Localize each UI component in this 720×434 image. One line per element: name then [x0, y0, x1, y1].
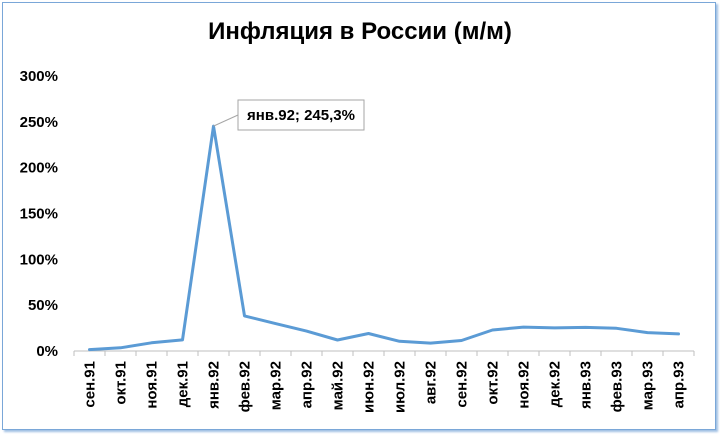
x-tick-label: мар.92: [268, 361, 285, 410]
y-tick-label: 100%: [20, 251, 58, 268]
y-tick-label: 300%: [20, 68, 58, 85]
x-tick-label: янв.93: [578, 361, 595, 409]
x-tick-label: апр.93: [671, 361, 688, 408]
x-tick-label: фев.93: [609, 361, 626, 412]
x-tick-label: окт.91: [113, 361, 130, 405]
chart-title: Инфляция в России (м/м): [208, 18, 512, 45]
x-tick-label: июн.92: [361, 361, 378, 413]
annotation-label: янв.92; 245,3%: [247, 107, 355, 124]
y-tick-label: 0%: [36, 343, 58, 360]
x-tick-label: мар.93: [640, 361, 657, 410]
x-tick-label: окт.92: [485, 361, 502, 405]
y-tick-label: 250%: [20, 114, 58, 131]
x-tick-label: янв.92: [206, 361, 223, 409]
x-tick-label: сен.92: [454, 361, 471, 408]
x-tick-label: апр.92: [299, 361, 316, 408]
x-tick-label: май.92: [330, 361, 347, 410]
annotation-box: [237, 99, 365, 131]
chart-frame: [2, 2, 716, 430]
y-tick-label: 200%: [20, 160, 58, 177]
series-line: [88, 124, 680, 352]
x-tick-label: дек.91: [175, 361, 192, 407]
x-tick-label: фев.92: [237, 361, 254, 412]
x-tick-label: сен.91: [82, 361, 99, 408]
x-tick-label: ноя.91: [144, 361, 161, 409]
annotation-leader-line: [213, 114, 239, 127]
x-tick-label: авг.92: [423, 361, 440, 404]
x-tick-label: июл.92: [392, 361, 409, 413]
y-tick-label: 150%: [20, 206, 58, 223]
x-tick-label: ноя.92: [516, 361, 533, 409]
y-tick-label: 50%: [28, 297, 58, 314]
x-tick-label: дек.92: [547, 361, 564, 407]
